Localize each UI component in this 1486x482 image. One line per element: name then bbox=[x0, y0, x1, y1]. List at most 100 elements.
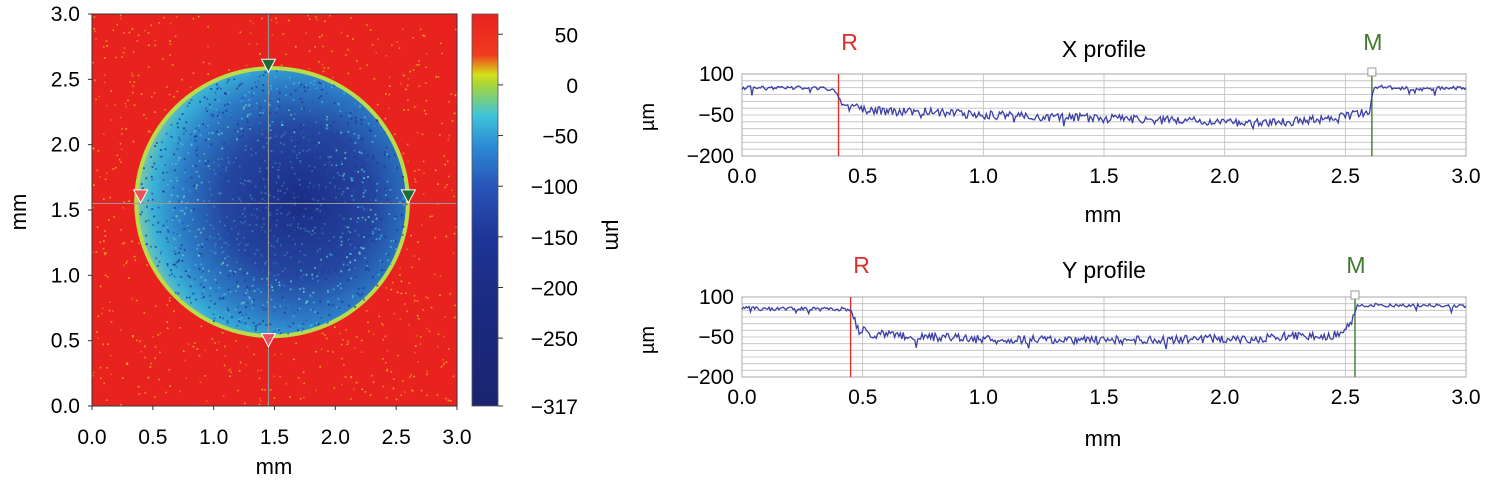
crater-speckle bbox=[325, 276, 328, 279]
crater-speckle bbox=[367, 122, 370, 125]
crater-speckle bbox=[201, 243, 204, 246]
crater-speckle bbox=[272, 150, 275, 153]
crater-speckle bbox=[302, 186, 305, 189]
crater-speckle bbox=[226, 255, 229, 258]
speckle bbox=[402, 380, 404, 382]
crater-speckle bbox=[191, 292, 194, 295]
crater-speckle bbox=[334, 181, 336, 184]
crater-speckle bbox=[238, 311, 240, 314]
crater-speckle bbox=[265, 127, 268, 130]
crater-speckle bbox=[316, 322, 318, 325]
crater-speckle bbox=[266, 201, 269, 204]
crater-speckle bbox=[190, 212, 192, 215]
speckle bbox=[198, 15, 200, 18]
speckle bbox=[404, 391, 406, 393]
crater-speckle bbox=[241, 213, 244, 215]
crater-speckle bbox=[175, 215, 178, 218]
crater-speckle bbox=[198, 175, 200, 178]
speckle bbox=[131, 297, 133, 300]
crater-speckle bbox=[300, 124, 303, 126]
crater-speckle bbox=[264, 262, 266, 265]
crater-speckle bbox=[357, 217, 360, 220]
crater-speckle bbox=[301, 243, 304, 245]
crater-speckle bbox=[331, 191, 333, 194]
speckle bbox=[385, 55, 388, 57]
crater-speckle bbox=[197, 244, 200, 247]
crater-speckle bbox=[195, 170, 198, 173]
crater-speckle bbox=[235, 261, 238, 264]
crater-speckle bbox=[281, 121, 283, 124]
heatmap-x-tick-label: 3.0 bbox=[442, 426, 471, 449]
crater-speckle bbox=[263, 109, 266, 112]
crater-speckle bbox=[369, 130, 372, 132]
crater-speckle bbox=[177, 202, 180, 204]
crater-speckle bbox=[205, 238, 208, 241]
crater-speckle bbox=[209, 224, 212, 226]
speckle bbox=[196, 348, 199, 350]
crater-speckle bbox=[314, 166, 316, 169]
crater-speckle bbox=[143, 206, 146, 209]
crater-speckle bbox=[217, 158, 220, 160]
crater-speckle bbox=[157, 206, 160, 209]
crater-speckle bbox=[190, 176, 193, 179]
speckle bbox=[318, 36, 321, 38]
speckle bbox=[406, 143, 409, 146]
crater-speckle bbox=[225, 109, 228, 112]
crater-speckle bbox=[359, 294, 361, 297]
crater-speckle bbox=[349, 240, 351, 242]
crater-speckle bbox=[385, 146, 388, 149]
crater-speckle bbox=[224, 293, 227, 295]
crater-speckle bbox=[243, 184, 245, 186]
crater-speckle bbox=[248, 296, 251, 299]
crater-speckle bbox=[300, 220, 303, 223]
crater-speckle bbox=[278, 281, 281, 284]
crater-speckle bbox=[219, 172, 222, 175]
crater-speckle bbox=[320, 95, 323, 97]
speckle bbox=[120, 148, 123, 150]
crater-speckle bbox=[325, 321, 327, 324]
speckle bbox=[169, 22, 172, 25]
crater-speckle bbox=[215, 108, 218, 111]
crater-speckle bbox=[309, 109, 311, 112]
crater-speckle bbox=[254, 152, 257, 155]
speckle bbox=[427, 297, 429, 299]
crater-speckle bbox=[359, 220, 362, 222]
crater-speckle bbox=[390, 240, 393, 242]
crater-speckle bbox=[240, 177, 242, 180]
crater-speckle bbox=[262, 84, 265, 86]
crater-speckle bbox=[251, 94, 254, 97]
x-tick-label: 3.0 bbox=[1451, 386, 1480, 409]
crater-speckle bbox=[405, 203, 408, 206]
heatmap-x-tick-label: 1.5 bbox=[260, 426, 289, 449]
crater-speckle bbox=[377, 201, 380, 204]
speckle bbox=[321, 332, 324, 335]
speckle bbox=[327, 350, 329, 352]
speckle bbox=[455, 28, 457, 31]
crater-speckle bbox=[293, 196, 296, 199]
speckle bbox=[386, 370, 388, 372]
crater-speckle bbox=[298, 308, 301, 310]
crater-speckle bbox=[333, 200, 336, 202]
crater-speckle bbox=[209, 294, 211, 297]
crater-speckle bbox=[245, 306, 247, 309]
crater-speckle bbox=[382, 226, 385, 229]
crater-speckle bbox=[324, 198, 326, 201]
crater-speckle bbox=[303, 230, 306, 233]
crater-speckle bbox=[259, 106, 261, 109]
speckle bbox=[405, 88, 407, 91]
crater-speckle bbox=[146, 186, 148, 188]
crater-speckle bbox=[255, 217, 257, 219]
speckle bbox=[394, 133, 396, 136]
crater-speckle bbox=[172, 139, 175, 142]
crater-speckle bbox=[178, 219, 181, 222]
speckle bbox=[136, 339, 138, 342]
crater-speckle bbox=[264, 308, 267, 311]
crater-speckle bbox=[351, 177, 354, 179]
crater-speckle bbox=[363, 256, 366, 259]
speckle bbox=[104, 230, 106, 232]
crater-speckle bbox=[263, 146, 266, 149]
crater-speckle bbox=[210, 169, 213, 171]
crater-speckle bbox=[372, 124, 374, 127]
crater-speckle bbox=[226, 165, 229, 168]
crater-speckle bbox=[244, 179, 246, 182]
